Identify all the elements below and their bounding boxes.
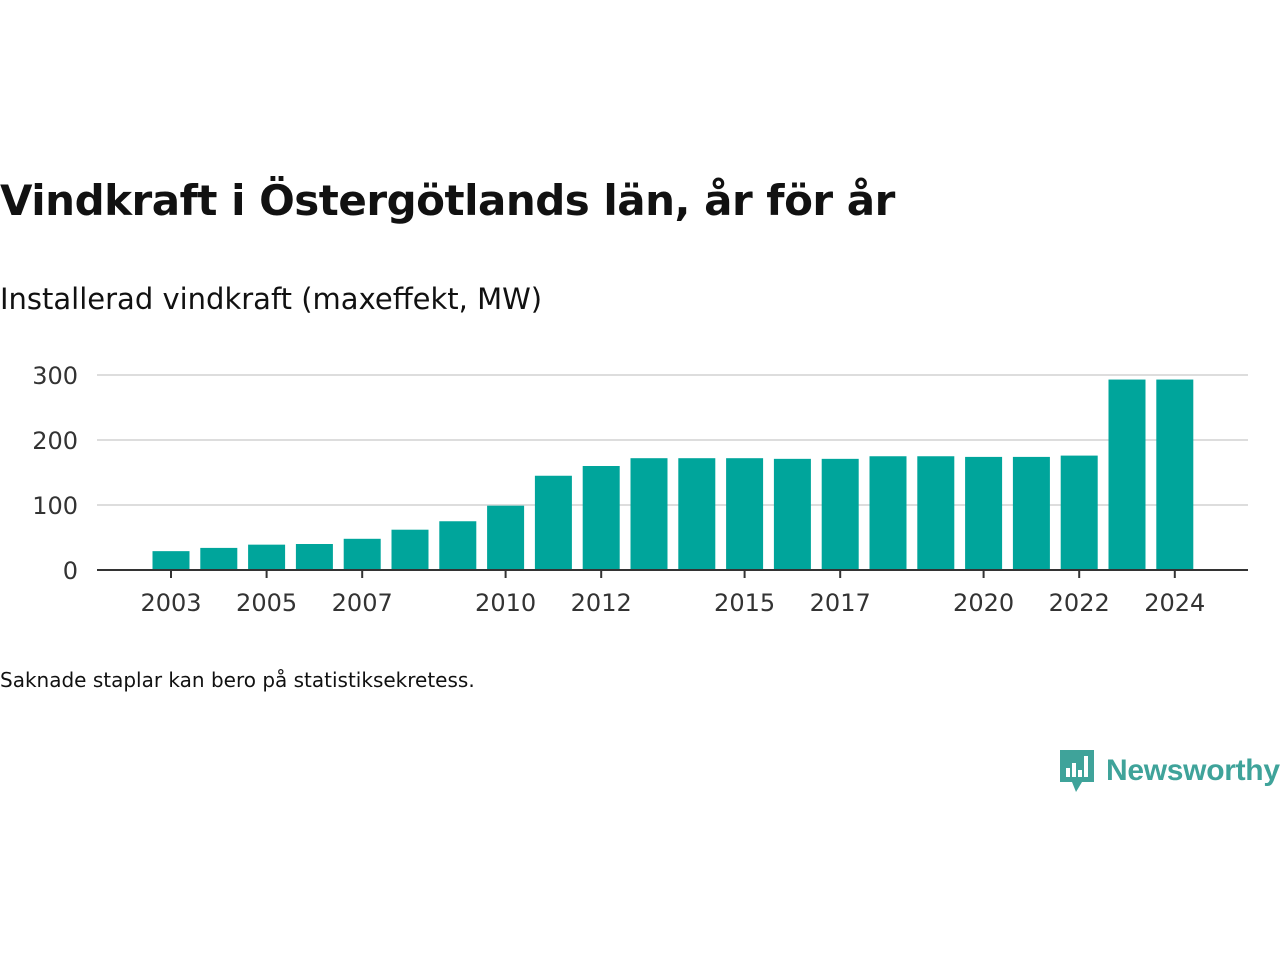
bar-2024 [1156, 379, 1194, 570]
bar-2014 [678, 458, 716, 570]
bars [152, 379, 1194, 570]
bar-2011 [534, 475, 572, 570]
bar-2019 [917, 456, 955, 570]
axes [97, 569, 1248, 578]
y-tick-label: 0 [63, 557, 78, 585]
bar-2021 [1012, 456, 1050, 570]
chart-title: Vindkraft i Östergötlands län, år för år [0, 176, 895, 225]
newsworthy-bar-chart-icon [1060, 750, 1094, 792]
gridlines [97, 374, 1248, 506]
bar-2015 [726, 458, 764, 570]
chart-subtitle: Installerad vindkraft (maxeffekt, MW) [0, 282, 543, 316]
x-tick-label: 2024 [1144, 589, 1205, 617]
bar-2013 [630, 458, 668, 570]
x-tick-label: 2007 [332, 589, 393, 617]
x-tick-label: 2012 [571, 589, 632, 617]
bar-2010 [487, 505, 525, 570]
x-tick-label: 2005 [236, 589, 297, 617]
footnote: Saknade staplar kan bero på statistiksek… [0, 668, 475, 692]
y-tick-label: 300 [32, 362, 78, 390]
newsworthy-logo[interactable]: Newsworthy [1058, 748, 1280, 794]
x-tick-label: 2010 [475, 589, 536, 617]
bar-2004 [200, 547, 238, 570]
bar-2018 [869, 456, 907, 570]
bar-2005 [248, 544, 286, 570]
bar-2006 [295, 544, 333, 570]
x-tick-label: 2017 [810, 589, 871, 617]
bar-2022 [1060, 455, 1098, 570]
x-tick-label: 2003 [140, 589, 201, 617]
tick-labels: 0 100 200 300 2003 2005 2007 2010 2012 2015 2017 20… [32, 362, 1205, 617]
bar-2020 [965, 456, 1003, 570]
bar-chart: 0 100 200 300 2003 2005 2007 2010 2012 2015 2017 20… [32, 362, 1248, 617]
x-tick-label: 2022 [1049, 589, 1110, 617]
bar-2017 [821, 458, 859, 570]
bar-2023 [1108, 379, 1146, 570]
y-tick-label: 200 [32, 427, 78, 455]
bar-2008 [391, 529, 429, 570]
y-tick-label: 100 [32, 492, 78, 520]
bar-2016 [773, 458, 811, 570]
bar-2003 [152, 551, 190, 570]
logo-text: Newsworthy [1106, 754, 1280, 787]
x-tick-label: 2015 [714, 589, 775, 617]
bar-2012 [582, 466, 620, 570]
bar-2007 [343, 538, 381, 570]
x-tick-label: 2020 [953, 589, 1014, 617]
bar-2009 [439, 521, 477, 570]
